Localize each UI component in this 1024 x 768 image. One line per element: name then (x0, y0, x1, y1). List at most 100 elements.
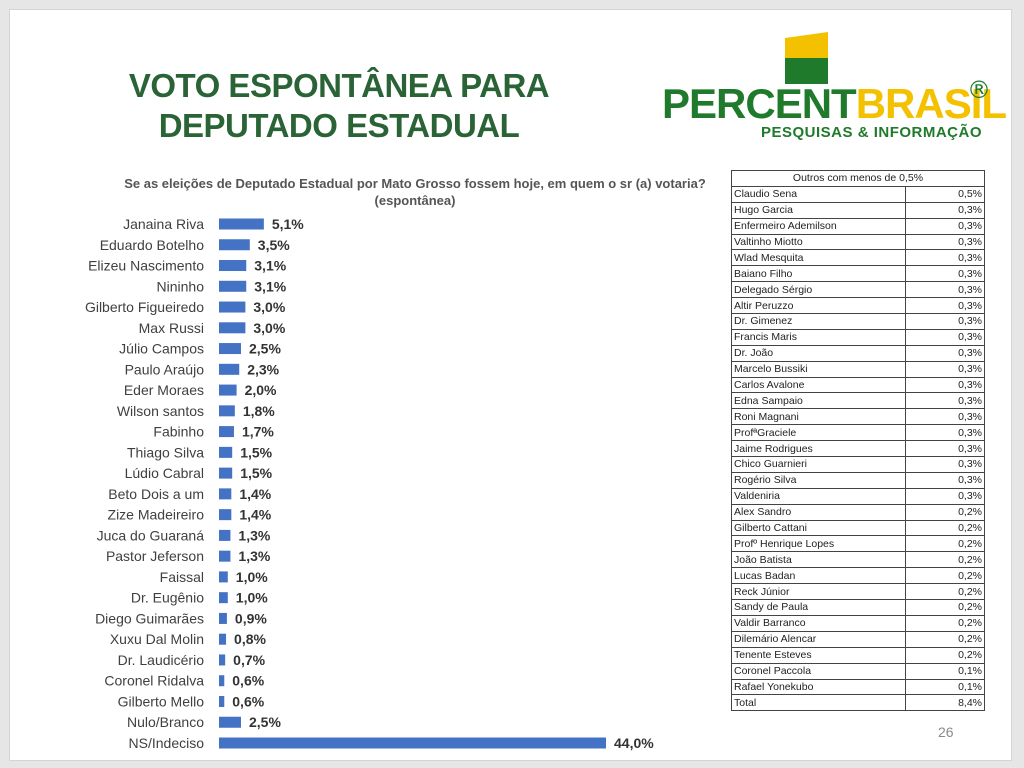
table-row: Chico Guarnieri 0,3% (731, 456, 985, 473)
table-row: Enfermeiro Ademilson 0,3% (731, 217, 985, 235)
candidate-name-cell: Baiano Filho (731, 265, 906, 283)
others-table-header: Outros com menos de 0,5% (731, 170, 985, 187)
bar (219, 633, 227, 645)
data-label: 3,0% (253, 299, 285, 315)
candidate-name-cell: João Batista (731, 551, 906, 569)
table-row: ProfªGraciele 0,3% (731, 424, 985, 442)
data-label: 1,4% (239, 507, 271, 523)
category-label: Nulo/Branco (127, 714, 204, 730)
table-row: Reck Júnior 0,2% (731, 583, 985, 601)
candidate-value-cell: 0,5% (905, 185, 985, 203)
candidate-name-cell: Coronel Paccola (731, 662, 906, 680)
category-label: Coronel Ridalva (104, 673, 204, 689)
candidate-value-cell: 0,3% (905, 328, 985, 346)
candidate-name-cell: Wlad Mesquita (731, 249, 906, 267)
table-row: Carlos Avalone 0,3% (731, 376, 985, 394)
logo-word-percent: PERCENT (662, 80, 857, 127)
registered-mark: ® (967, 76, 991, 104)
chart-title: Se as eleições de Deputado Estadual por … (124, 176, 706, 208)
category-label: Thiago Silva (127, 444, 204, 460)
table-row: Francis Maris 0,3% (731, 328, 985, 346)
candidate-value-cell: 0,3% (905, 297, 985, 315)
bar (219, 612, 227, 624)
candidate-value-cell: 0,3% (905, 424, 985, 442)
logo-flag-icon (785, 32, 828, 84)
table-row: Lucas Badan 0,2% (731, 567, 985, 585)
category-label: Gilberto Mello (118, 693, 205, 709)
data-label: 1,4% (239, 486, 271, 502)
candidate-value-cell: 0,3% (905, 313, 985, 330)
table-row: Claudio Sena 0,5% (731, 185, 985, 203)
table-row: Edna Sampaio 0,3% (731, 392, 985, 410)
others-table: Outros com menos de 0,5% Claudio Sena 0,5… (731, 170, 985, 712)
candidate-value-cell: 0,3% (905, 376, 985, 394)
category-label: Elizeu Nascimento (88, 258, 204, 274)
candidate-name-cell: Profº Henrique Lopes (731, 535, 906, 553)
bar (219, 737, 606, 749)
data-label: 5,1% (272, 216, 304, 232)
candidate-name-cell: Gilberto Cattani (731, 519, 906, 537)
candidate-value-cell: 0,3% (905, 392, 985, 410)
candidate-name-cell: Lucas Badan (731, 567, 906, 585)
data-label: 0,8% (234, 631, 266, 647)
candidate-name-cell: Valdir Barranco (731, 614, 906, 632)
candidate-name-cell: Dilemário Alencar (731, 630, 906, 648)
data-label: 3,5% (258, 237, 290, 253)
logo-word-brasil: BRASIL (855, 80, 1007, 127)
bar (219, 509, 232, 521)
table-row: Altir Peruzzo 0,3% (731, 297, 985, 315)
category-label: NS/Indeciso (129, 735, 205, 751)
candidate-name-cell: Rogério Silva (731, 471, 906, 489)
candidate-name-cell: Valtinho Miotto (731, 233, 906, 251)
candidate-name-cell: Alex Sandro (731, 503, 906, 521)
table-row: Dilemário Alencar 0,2% (731, 630, 985, 648)
category-label: Janaina Riva (123, 216, 204, 232)
candidate-name-cell: Dr. Gimenez (731, 313, 906, 330)
candidate-value-cell: 0,2% (905, 567, 985, 585)
candidate-value-cell: 0,1% (905, 662, 985, 680)
candidate-name-cell: Valdeniria (731, 487, 906, 505)
table-row: Wlad Mesquita 0,3% (731, 249, 985, 267)
bar (219, 529, 231, 541)
candidate-value-cell: 0,3% (905, 217, 985, 235)
category-label: Zize Madeireiro (108, 507, 205, 523)
candidate-name-cell: Jaime Rodrigues (731, 440, 906, 458)
bar (219, 363, 240, 375)
table-row: Roni Magnani 0,3% (731, 408, 985, 426)
candidate-name-cell: Enfermeiro Ademilson (731, 217, 906, 235)
data-label: 0,7% (233, 652, 265, 668)
candidate-value-cell: 0,3% (905, 233, 985, 251)
data-label: 1,5% (240, 465, 272, 481)
category-label: Juca do Guaraná (97, 527, 205, 543)
candidate-name-cell: Marcelo Bussiki (731, 360, 906, 378)
category-label: Pastor Jeferson (106, 548, 204, 564)
candidate-value-cell: 0,2% (905, 630, 985, 648)
candidate-name-cell: Edna Sampaio (731, 392, 906, 410)
candidate-value-cell: 0,3% (905, 344, 985, 362)
candidate-name-cell: Chico Guarnieri (731, 456, 906, 473)
candidate-name-cell: Reck Júnior (731, 583, 906, 601)
bar (219, 280, 247, 292)
table-row: Baiano Filho 0,3% (731, 265, 985, 283)
data-label: 3,1% (254, 278, 286, 294)
table-row: Dr. Gimenez 0,3% (731, 313, 985, 330)
bar (219, 405, 235, 417)
candidate-value-cell: 0,2% (905, 646, 985, 664)
bar (219, 260, 247, 272)
category-label: Xuxu Dal Molin (110, 631, 204, 647)
candidate-value-cell: 0,3% (905, 456, 985, 473)
bar (219, 343, 241, 355)
table-row: Rafael Yonekubo 0,1% (731, 678, 985, 696)
candidate-value-cell: 0,2% (905, 583, 985, 601)
table-row: Valdeniria 0,3% (731, 487, 985, 505)
candidate-value-cell: 8,4% (905, 694, 985, 712)
category-label: Lúdio Cabral (125, 465, 204, 481)
category-label: Dr. Laudicério (118, 652, 205, 668)
category-label: Gilberto Figueiredo (85, 299, 204, 315)
table-row: Dr. João 0,3% (731, 344, 985, 362)
candidate-value-cell: 0,2% (905, 551, 985, 569)
candidate-value-cell: 0,2% (905, 519, 985, 537)
bar (219, 322, 246, 334)
data-label: 1,3% (238, 548, 270, 564)
bar (219, 301, 246, 313)
